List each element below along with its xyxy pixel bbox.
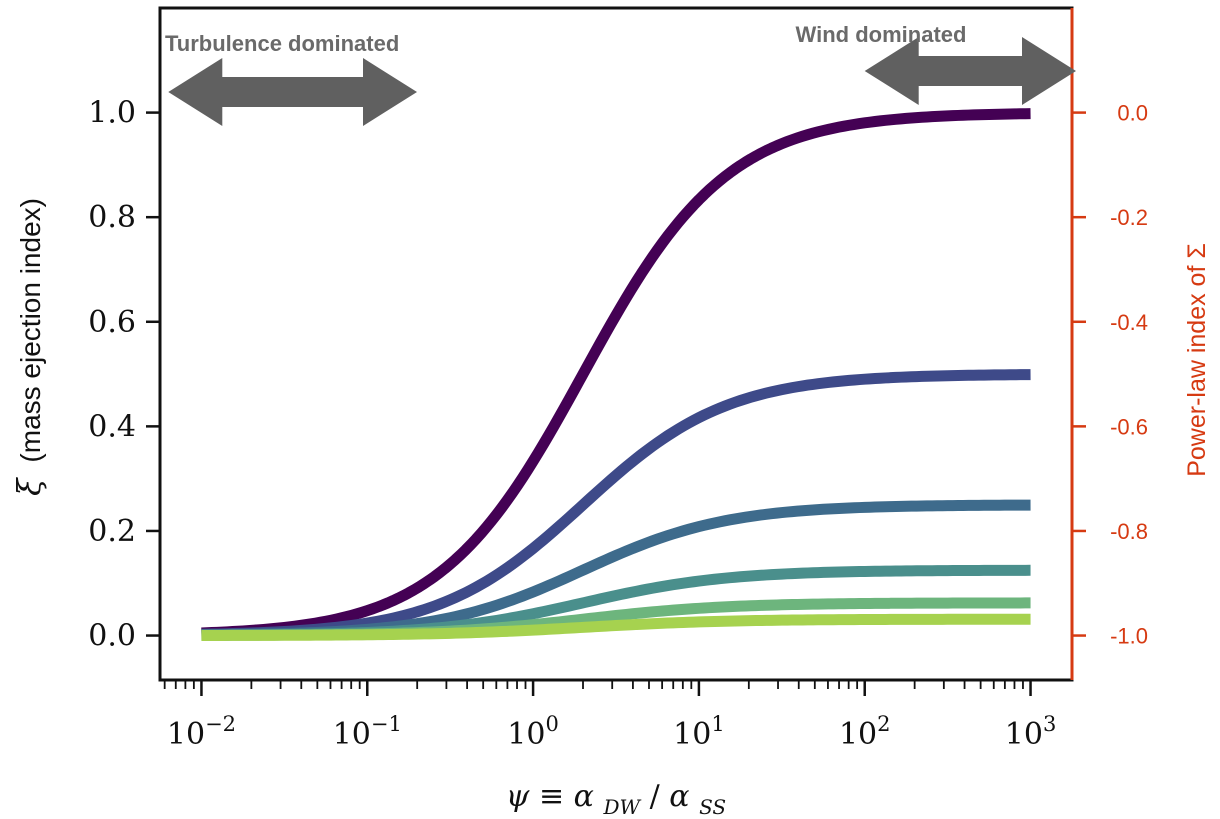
x-tick-label: 101 xyxy=(673,712,725,752)
y2-tick-label: -0.2 xyxy=(1110,205,1148,230)
series-line-6 xyxy=(201,613,1031,641)
x-axis-label-equiv: ≡ xyxy=(539,779,574,814)
y-tick-label: 0.0 xyxy=(88,619,136,654)
y-tick-label: 0.2 xyxy=(88,514,136,549)
series-line-1 xyxy=(201,108,1031,639)
x-tick-label: 102 xyxy=(839,712,891,752)
y-tick-label: 0.6 xyxy=(88,305,136,340)
x-tick-label: 100 xyxy=(507,712,559,752)
y-tick-label: 0.8 xyxy=(88,200,136,235)
x-axis-label-alpha-dw: α xyxy=(574,779,594,814)
y2-tick-label: -0.4 xyxy=(1110,310,1148,335)
x-axis-label-slash: / xyxy=(650,779,661,814)
y2-tick-label: -0.8 xyxy=(1110,519,1148,544)
y-axis-label-symbol: ξ xyxy=(10,477,48,496)
y2-tick-label: 0.0 xyxy=(1117,101,1148,126)
y-tick-label: 1.0 xyxy=(88,96,136,131)
ticks-layer: 0.0 0.2 0.4 0.6 0.8 1.0 0.0 -0.2 -0.4 -0.6 -0.8 -1.… xyxy=(88,96,1148,752)
x-tick-label: 10−1 xyxy=(333,712,402,752)
y-tick-label: 0.4 xyxy=(88,409,136,444)
plot-frame xyxy=(158,6,1074,682)
turbulence-arrow xyxy=(168,58,417,126)
wind-dominated-label: Wind dominated xyxy=(796,22,967,47)
y2-tick-label: -0.6 xyxy=(1110,414,1148,439)
turbulence-dominated-label: Turbulence dominated xyxy=(165,31,399,56)
y-axis-label-text: (mass ejection index) xyxy=(15,198,46,463)
x-axis-label-sub-ss: SS xyxy=(699,795,726,819)
y2-axis-label: Power-law index of Σ xyxy=(1183,243,1211,477)
x-axis-label-psi: ψ xyxy=(506,779,530,814)
y-axis-label: ξ (mass ejection index) xyxy=(10,198,48,496)
x-axis-label-sub-dw: DW xyxy=(602,795,641,819)
series-layer xyxy=(201,108,1031,641)
x-axis-label-alpha-ss: α xyxy=(669,779,689,814)
x-tick-label: 103 xyxy=(1005,712,1057,752)
y2-tick-label: -1.0 xyxy=(1110,624,1148,649)
x-tick-label: 10−2 xyxy=(167,712,236,752)
annotation-layer: Turbulence dominated Wind dominated xyxy=(165,22,1076,126)
x-axis-label: ψ ≡ α DW / α SS xyxy=(506,779,726,819)
wind-arrow xyxy=(864,37,1076,105)
